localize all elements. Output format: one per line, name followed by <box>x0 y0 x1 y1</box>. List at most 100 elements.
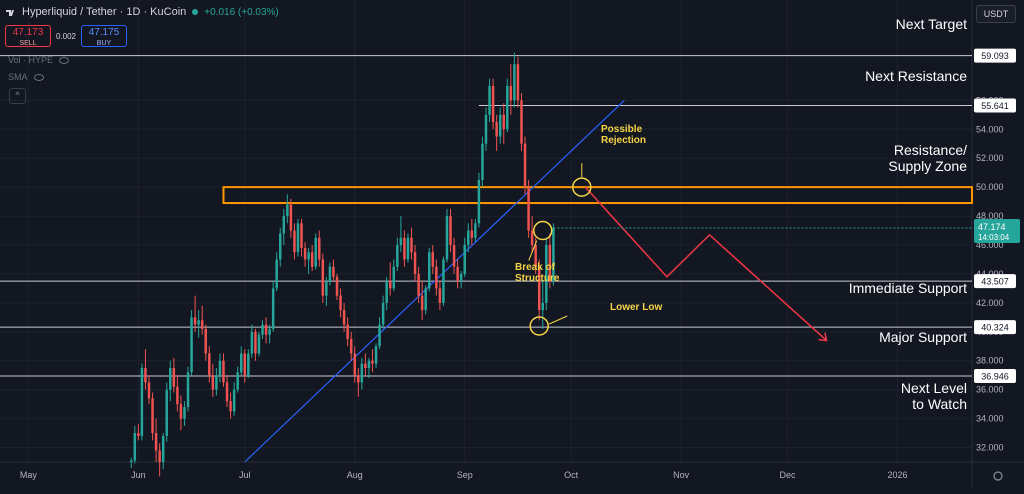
candle-body <box>371 360 374 364</box>
candle-body <box>325 281 328 296</box>
price-tag <box>974 368 1016 383</box>
candle-body <box>530 230 534 245</box>
candle-body <box>300 223 303 248</box>
last-price-tag <box>974 219 1020 244</box>
candle-body <box>467 230 470 245</box>
price-tick-label: 50.000 <box>976 182 1004 192</box>
candle-body <box>392 266 396 289</box>
time-tick-label: Jul <box>239 470 251 480</box>
candle-body <box>286 204 289 217</box>
candle-body <box>296 223 300 253</box>
level-name-next-target: Next Target <box>895 16 967 32</box>
candle-body <box>491 85 495 123</box>
buy-price: 47.175 <box>88 27 120 38</box>
candle-body <box>342 310 346 325</box>
eye-hidden-icon[interactable] <box>59 56 70 64</box>
projection-arrowhead <box>818 332 828 342</box>
candle-body <box>396 245 399 267</box>
marker-circle <box>572 177 592 197</box>
indicator-sma[interactable]: SMA <box>8 72 44 82</box>
candle-body <box>381 302 385 325</box>
candle-body <box>537 266 541 311</box>
buy-button[interactable]: 47.175 BUY <box>81 25 127 47</box>
supply-zone-box <box>222 186 973 205</box>
indicator-sma-label: SMA <box>8 72 28 82</box>
time-tick-label: Nov <box>673 470 690 480</box>
candle-body <box>452 245 456 267</box>
price-tick-label: 38.000 <box>976 356 1004 366</box>
candle-body <box>541 302 545 311</box>
candle-body <box>488 85 491 115</box>
candle-body <box>413 252 417 274</box>
collapse-icon[interactable]: ^ <box>9 88 26 104</box>
label-lower-low: Lower Low <box>610 302 663 313</box>
buy-label: BUY <box>96 40 112 47</box>
candle-body <box>225 382 229 402</box>
time-tick-label: Jun <box>131 470 146 480</box>
candle-body <box>463 245 466 274</box>
candle-body <box>353 353 356 376</box>
candle-body <box>271 288 275 329</box>
candle-body <box>229 401 232 412</box>
trade-panel: 47.173 SELL 0.002 47.175 BUY <box>5 25 127 47</box>
candle-body <box>367 360 371 368</box>
time-tick-label: Dec <box>780 470 797 480</box>
price-tag-label: 43.507 <box>981 277 1009 287</box>
currency-select[interactable]: USDT <box>976 5 1016 23</box>
candle-body <box>484 114 488 144</box>
time-tick-label: Oct <box>564 470 579 480</box>
candle-body <box>169 367 172 390</box>
indicator-vol[interactable]: Vol · HYPE <box>8 55 70 65</box>
sell-button[interactable]: 47.173 SELL <box>5 25 51 47</box>
candle-body <box>427 252 431 289</box>
time-tick-label: Aug <box>347 470 363 480</box>
candle-body <box>307 252 310 260</box>
candle-body <box>442 259 445 303</box>
trendline <box>244 99 625 463</box>
price-tag <box>974 98 1016 113</box>
candle-body <box>154 433 158 451</box>
candle-body <box>509 85 513 101</box>
candle-body <box>481 143 484 180</box>
candle-body <box>360 363 364 383</box>
candle-body <box>289 204 293 231</box>
price-change: +0.016 (+0.03%) <box>204 6 279 18</box>
candle-body <box>349 339 353 354</box>
label-possible-rejection: Possible Rejection <box>601 124 647 146</box>
candle-body <box>208 353 211 376</box>
candle-body <box>190 317 193 373</box>
candle-body <box>506 85 509 130</box>
candle-body <box>197 320 200 325</box>
candle-body <box>357 375 360 383</box>
zone-name: Resistance/ Supply Zone <box>888 142 967 174</box>
spread-value: 0.002 <box>55 31 77 41</box>
candle-body <box>438 288 442 303</box>
price-tick-label: 34.000 <box>976 414 1004 424</box>
candle-body <box>378 324 381 347</box>
marker-circle <box>529 316 549 336</box>
label-break-of-structure: Break of Structure <box>515 262 560 284</box>
symbol-title[interactable]: Hyperliquid / Tether · 1D · KuCoin <box>22 6 187 18</box>
candle-body <box>346 324 349 340</box>
candle-body <box>335 276 339 296</box>
candle-body <box>474 223 477 238</box>
grid <box>0 0 972 462</box>
candle-body <box>459 273 463 282</box>
candle-body <box>254 331 257 354</box>
price-tag <box>974 320 1016 335</box>
tradingview-logo-icon <box>6 10 14 16</box>
candle-body <box>410 237 413 253</box>
candle-body <box>527 187 530 231</box>
eye-hidden-icon[interactable] <box>33 73 44 81</box>
price-tag-label: 40.324 <box>981 323 1009 333</box>
marker-arrow <box>549 315 568 325</box>
candle-body <box>435 266 438 289</box>
candle-body <box>137 433 140 436</box>
price-tag <box>974 274 1016 289</box>
candle-body <box>133 433 137 461</box>
candle-body <box>310 252 314 267</box>
candle-body <box>204 328 207 354</box>
last-price-countdown: 14:03:04 <box>978 233 1010 242</box>
